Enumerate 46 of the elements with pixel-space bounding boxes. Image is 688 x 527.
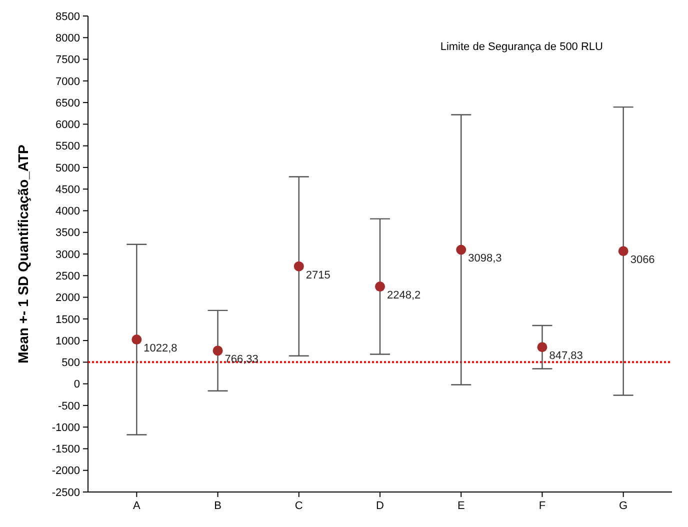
data-label: 3098,3: [468, 252, 502, 265]
x-tick-label: C: [294, 500, 303, 512]
y-tick-label: 0: [74, 378, 80, 391]
data-label: 2248,2: [387, 290, 421, 302]
y-tick-label: 1500: [56, 314, 80, 326]
y-tick-label: 7500: [56, 54, 80, 66]
y-tick-label: 2000: [56, 292, 80, 304]
point: [294, 261, 304, 272]
y-tick-label: -500: [58, 400, 80, 412]
x-tick-label: B: [214, 500, 222, 512]
point: [456, 244, 466, 255]
y-tick-label: 500: [62, 357, 80, 370]
y-tick-label: 5500: [56, 140, 80, 153]
data-label: 847,83: [549, 350, 583, 362]
data-label: 3066: [630, 254, 655, 266]
y-tick-label: 7000: [56, 76, 80, 88]
point: [132, 334, 142, 345]
point: [537, 342, 548, 352]
x-tick-label: D: [376, 500, 384, 512]
data-label: 1022,8: [144, 342, 178, 355]
x-tick-label: E: [457, 500, 465, 512]
x-tick-label: A: [132, 500, 141, 512]
y-tick-label: 6500: [56, 97, 80, 110]
y-tick-label: -1500: [52, 444, 80, 456]
y-tick-label: -2500: [52, 486, 80, 499]
y-tick-label: 8500: [56, 10, 80, 23]
y-tick-label: 3000: [56, 248, 80, 261]
y-tick-label: 2500: [56, 270, 80, 282]
y-tick-label: 8000: [56, 32, 80, 44]
y-tick-label: 5000: [56, 162, 80, 174]
y-axis-title: Mean +- 1 SD Quantificação_ATP: [15, 144, 31, 364]
x-tick-label: G: [619, 500, 628, 512]
y-tick-label: 4000: [56, 206, 80, 218]
y-tick-label: 4500: [56, 184, 80, 196]
point: [375, 282, 385, 292]
y-tick-label: -2000: [52, 465, 80, 478]
y-tick-label: -1000: [52, 422, 80, 434]
x-tick-label: F: [538, 500, 546, 512]
y-tick-label: 1000: [56, 335, 80, 348]
annotation: Limite de Segurança de 500 RLU: [440, 41, 604, 53]
point: [618, 246, 628, 256]
data-label: 766,33: [224, 354, 258, 366]
y-tick-label: 3500: [56, 227, 80, 240]
point: [212, 346, 223, 356]
data-label: 2715: [306, 269, 330, 282]
y-tick-label: 6000: [56, 119, 80, 132]
